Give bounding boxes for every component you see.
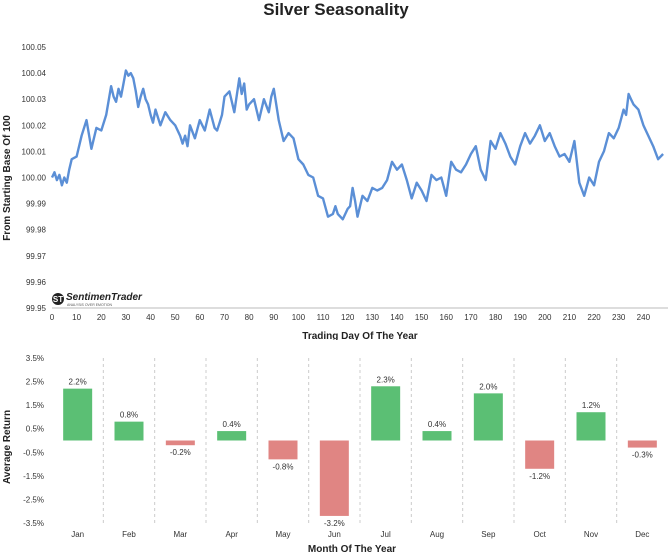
line-x-tick-label: 50 xyxy=(171,313,180,322)
bar-dec xyxy=(627,440,657,448)
logo-text: SentimenTrader xyxy=(66,292,143,303)
bar-value-label: 0.4% xyxy=(223,420,241,429)
line-x-tick-label: 220 xyxy=(587,313,601,322)
bar-y-tick-label: -2.5% xyxy=(23,495,44,504)
bar-feb xyxy=(114,421,144,441)
bar-category-label: Jun xyxy=(328,530,341,539)
line-x-tick-label: 10 xyxy=(72,313,81,322)
line-x-tick-label: 120 xyxy=(341,313,355,322)
bar-nov xyxy=(576,412,606,441)
bar-y-tick-label: 1.5% xyxy=(26,401,44,410)
bar-category-label: Sep xyxy=(481,530,496,539)
line-y-tick-label: 100.00 xyxy=(22,174,47,183)
line-x-tick-label: 170 xyxy=(464,313,478,322)
line-x-tick-label: 20 xyxy=(97,313,106,322)
line-x-tick-label: 110 xyxy=(317,313,330,322)
bar-y-tick-label: -0.5% xyxy=(23,448,44,457)
bar-chart: 3.5% 2.5% 1.5% 0.5% -0.5% -1.5% -2.5% -3.5% 2.2… xyxy=(2,354,657,554)
line-series xyxy=(50,69,664,221)
line-x-tick-label: 60 xyxy=(195,313,204,322)
line-y-tick-label: 99.97 xyxy=(26,252,47,261)
bar-y-ticks: 3.5% 2.5% 1.5% 0.5% -0.5% -1.5% -2.5% -3.5% xyxy=(23,354,44,528)
bar-category-label: Aug xyxy=(430,530,444,539)
bar-y-tick-label: 3.5% xyxy=(26,354,44,363)
bar-value-label: 2.0% xyxy=(479,382,497,391)
line-y-ticks: 100.05 100.04 100.03 100.02 100.01 100.00 99.9… xyxy=(22,43,47,313)
bar-jun xyxy=(319,440,349,516)
line-y-tick-label: 100.01 xyxy=(22,147,47,156)
line-x-axis-title: Trading Day Of The Year xyxy=(302,331,418,340)
bar-y-tick-label: 2.5% xyxy=(26,378,44,387)
line-y-tick-label: 99.96 xyxy=(26,278,47,287)
bar-jul xyxy=(371,386,401,441)
bar-value-label: -1.2% xyxy=(529,472,550,481)
bar-marks: 2.2% Jan 0.8% Feb -0.2% Mar 0.4% Apr -0.8% May -3.… xyxy=(63,375,657,539)
bar-oct xyxy=(525,440,555,469)
line-x-tick-label: 0 xyxy=(50,313,55,322)
line-y-tick-label: 99.99 xyxy=(26,200,47,209)
line-x-tick-label: 30 xyxy=(121,313,130,322)
bar-category-label: Jul xyxy=(381,530,391,539)
bar-category-label: Oct xyxy=(533,530,546,539)
bar-value-label: 0.8% xyxy=(120,411,138,420)
line-x-tick-label: 40 xyxy=(146,313,155,322)
page-title: Silver Seasonality xyxy=(263,0,409,19)
line-y-tick-label: 99.95 xyxy=(26,304,47,313)
line-x-tick-label: 80 xyxy=(245,313,254,322)
bar-y-axis-title: Average Return xyxy=(2,410,13,484)
bar-y-tick-label: -1.5% xyxy=(23,472,44,481)
bar-aug xyxy=(422,431,452,441)
bar-category-label: Dec xyxy=(635,530,649,539)
bar-value-label: -0.3% xyxy=(632,451,653,460)
line-x-tick-label: 240 xyxy=(637,313,651,322)
line-x-tick-label: 100 xyxy=(292,313,306,322)
bar-value-label: -0.2% xyxy=(170,448,191,457)
bar-mar xyxy=(165,440,195,446)
bar-y-tick-label: 0.5% xyxy=(26,425,44,434)
line-x-tick-label: 70 xyxy=(220,313,229,322)
bar-category-label: Mar xyxy=(173,530,187,539)
bar-category-label: May xyxy=(275,530,290,539)
line-x-tick-label: 140 xyxy=(390,313,404,322)
line-x-tick-label: 230 xyxy=(612,313,626,322)
sentimentrader-logo: ST SentimenTrader ANALYSIS OVER EMOTION xyxy=(52,292,143,307)
bar-category-label: Jan xyxy=(71,530,84,539)
line-x-tick-label: 200 xyxy=(538,313,552,322)
logo-tagline: ANALYSIS OVER EMOTION xyxy=(67,303,113,307)
line-y-tick-label: 99.98 xyxy=(26,226,47,235)
line-chart: 100.05 100.04 100.03 100.02 100.01 100.00 99.9… xyxy=(2,43,668,340)
bar-category-label: Feb xyxy=(122,530,136,539)
bar-value-label: 1.2% xyxy=(582,401,600,410)
bar-value-label: 2.2% xyxy=(69,378,87,387)
line-x-tick-label: 190 xyxy=(513,313,527,322)
bar-value-label: -0.8% xyxy=(273,462,294,471)
logo-icon-mark: ST xyxy=(53,295,63,304)
line-x-tick-label: 210 xyxy=(563,313,577,322)
line-y-tick-label: 100.03 xyxy=(22,95,47,104)
sentimentrader-logo-icon xyxy=(52,293,64,305)
bar-value-label: 2.3% xyxy=(377,375,395,384)
line-y-tick-label: 100.02 xyxy=(22,121,47,130)
bar-category-label: Nov xyxy=(584,530,598,539)
line-y-tick-label: 100.05 xyxy=(22,43,47,52)
line-y-tick-label: 100.04 xyxy=(22,69,47,78)
bar-category-label: Apr xyxy=(225,530,238,539)
line-x-tick-label: 160 xyxy=(440,313,454,322)
bar-y-tick-label: -3.5% xyxy=(23,519,44,528)
bar-apr xyxy=(217,431,247,441)
line-x-tick-label: 180 xyxy=(489,313,503,322)
bar-may xyxy=(268,440,298,460)
bar-jan xyxy=(63,388,93,441)
line-x-tick-label: 150 xyxy=(415,313,429,322)
line-x-tick-label: 90 xyxy=(269,313,278,322)
bar-value-label: 0.4% xyxy=(428,420,446,429)
bar-value-label: -3.2% xyxy=(324,519,345,528)
bar-sep xyxy=(473,393,503,441)
bar-x-axis-title: Month Of The Year xyxy=(308,544,396,554)
line-y-axis-title: From Starting Base Of 100 xyxy=(2,115,13,241)
line-x-tick-label: 130 xyxy=(366,313,380,322)
line-x-ticks: 0 10 20 30 40 50 60 70 80 90 100 110 120 130 140 150 160… xyxy=(50,313,651,322)
